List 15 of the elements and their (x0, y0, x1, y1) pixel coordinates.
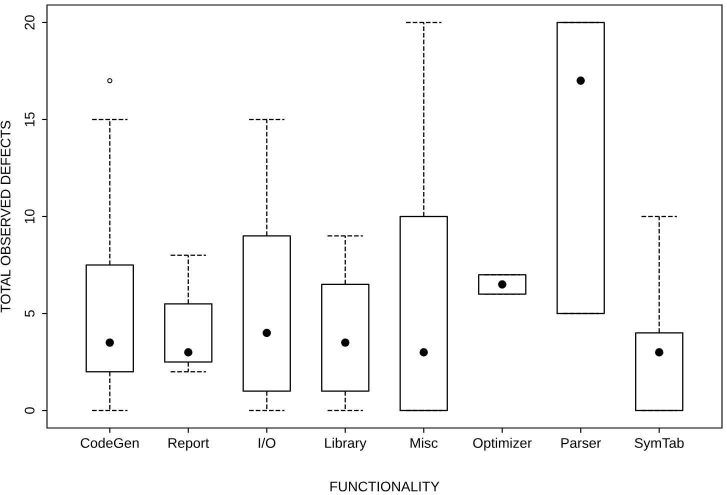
x-tick-label: Library (325, 438, 366, 451)
y-tick-label: 0 (24, 407, 35, 414)
y-axis-title: TOTAL OBSERVED DEFECTS (0, 120, 10, 312)
x-tick-label: Report (168, 438, 210, 451)
x-tick-label: Parser (561, 438, 601, 448)
x-tick-label: Misc (410, 438, 438, 448)
x-axis-title: FUNCTIONALITY (330, 482, 440, 492)
x-tick-label: SymTab (634, 438, 684, 451)
y-tick-label: 15 (24, 112, 35, 126)
y-tick-label: 5 (24, 310, 35, 317)
y-tick-label: 10 (24, 209, 35, 224)
x-tick-label: I/O (258, 438, 276, 448)
y-tick-label: 20 (24, 15, 35, 30)
x-tick-label: Optimizer (473, 438, 532, 451)
x-tick-label: CodeGen (80, 438, 139, 448)
